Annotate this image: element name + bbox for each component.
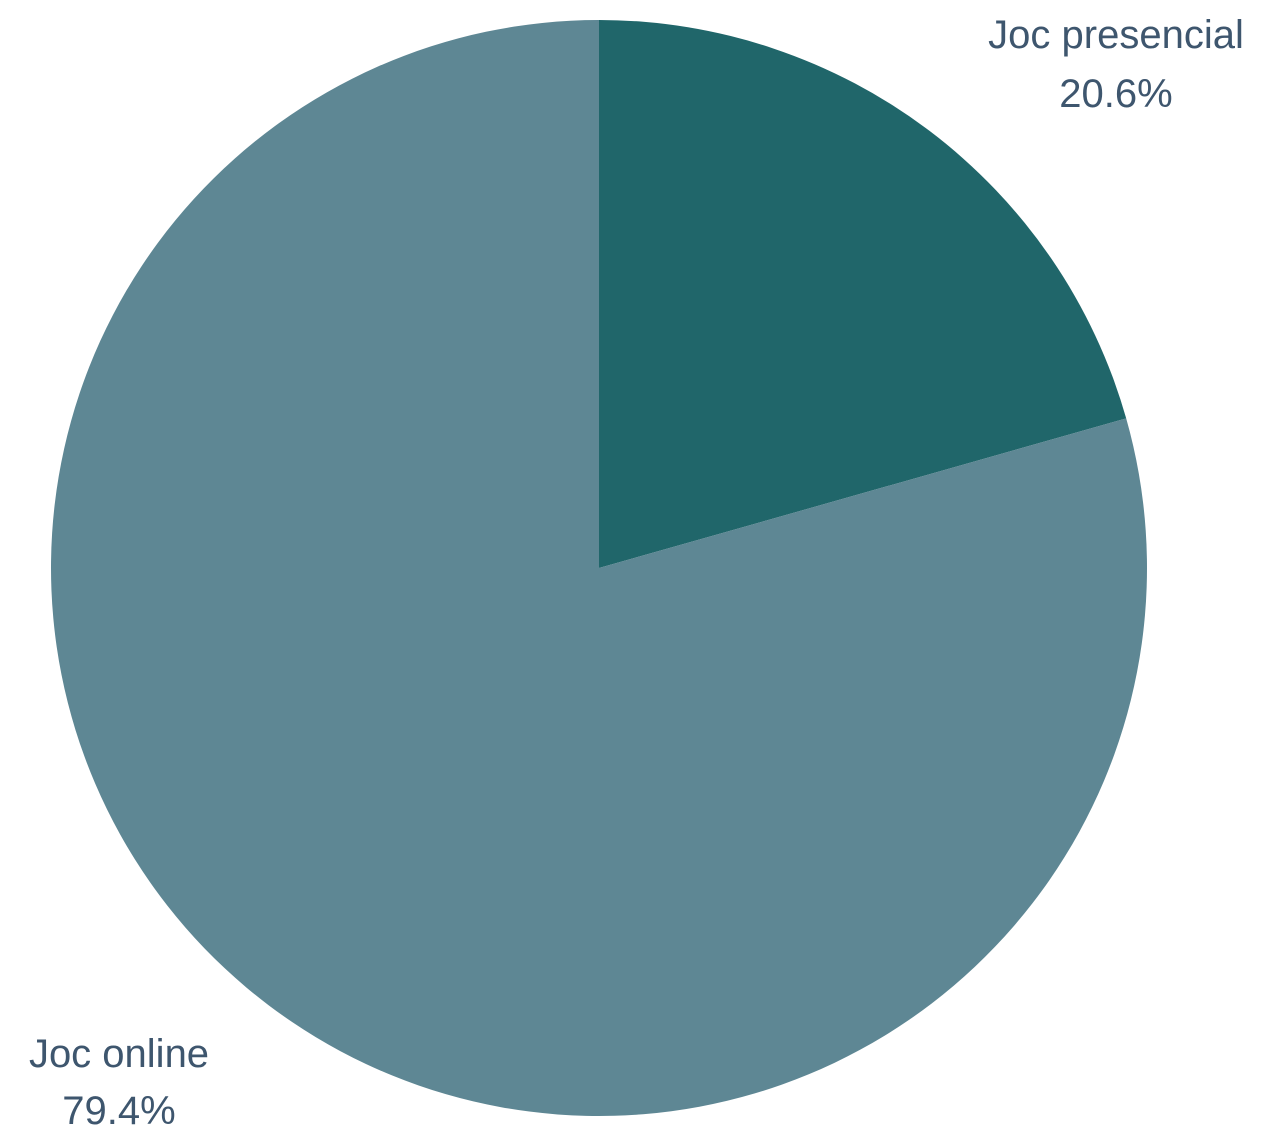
pie-slice-joc-presencial (599, 20, 1127, 568)
slice-label-joc-online: Joc online 79.4% (29, 1032, 209, 1130)
pie-slice-joc-online (50, 20, 1148, 1116)
slice-label-name: Joc presencial (988, 13, 1244, 57)
slice-label-value: 20.6% (1059, 72, 1172, 116)
slice-label-name: Joc online (29, 1032, 209, 1076)
slices-layer (50, 20, 1148, 1116)
slice-label-value: 79.4% (62, 1089, 175, 1130)
slice-label-joc-presencial: Joc presencial 20.6% (988, 13, 1244, 116)
